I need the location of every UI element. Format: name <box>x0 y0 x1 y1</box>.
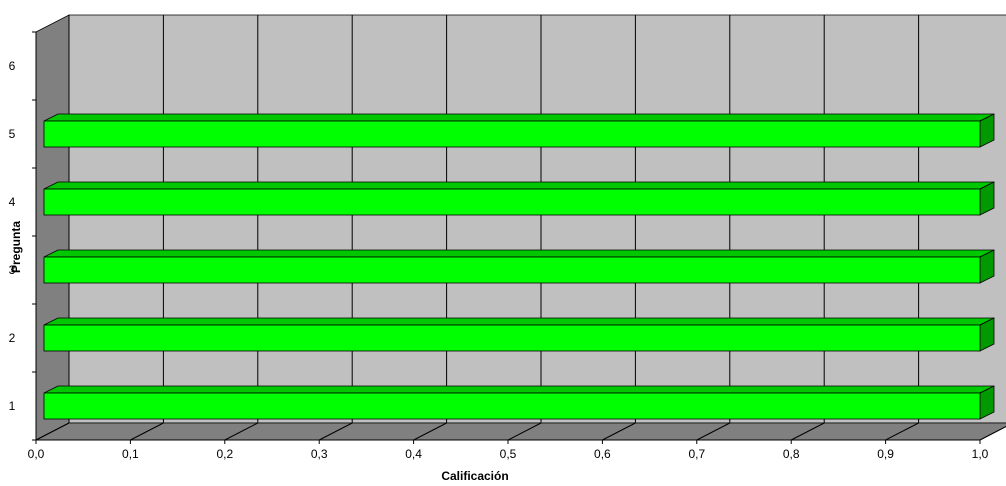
gridlines <box>35 15 1006 441</box>
y-tick-labels: 1 2 3 4 5 6 <box>9 59 16 413</box>
y-tick-label: 2 <box>9 331 16 345</box>
bar-4 <box>43 181 995 216</box>
x-tick-label: 0,7 <box>688 447 705 461</box>
floor-gridline-x <box>979 426 1006 441</box>
floor-gridline-x <box>35 422 70 441</box>
x-tick-label: 0,4 <box>405 447 422 461</box>
y-tick-label: 4 <box>9 195 16 209</box>
bar-top-face <box>43 113 995 122</box>
bar-top-face <box>43 181 995 190</box>
bar-5 <box>43 113 995 148</box>
bar-front-face <box>43 392 981 420</box>
x-tick-label: 0,2 <box>216 447 233 461</box>
bar-2 <box>43 317 995 352</box>
x-tick-label: 0,5 <box>500 447 517 461</box>
bar-front-face <box>43 324 981 352</box>
floor-gridline-x <box>507 422 542 441</box>
x-tick-label: 0,3 <box>311 447 328 461</box>
bar-3 <box>43 249 995 284</box>
floor-gridline-x <box>790 422 825 441</box>
y-tick-label: 1 <box>9 399 16 413</box>
x-tick-label: 0,0 <box>28 447 45 461</box>
x-tick-label: 1,0 <box>972 447 989 461</box>
floor-gridline-x <box>413 422 447 441</box>
bar-front-face <box>43 188 981 216</box>
bar-front-face <box>43 256 981 284</box>
floor-gridline-x <box>318 422 353 441</box>
floor-gridline-x <box>224 422 259 441</box>
bar-top-face <box>43 385 995 394</box>
x-tick-label: 0,9 <box>877 447 894 461</box>
y-axis-title: Pregunta <box>9 221 23 273</box>
x-tick-labels: 0,0 0,1 0,2 0,3 0,4 0,5 0,6 0,7 0,8 0,9 1,0 <box>28 447 989 461</box>
chart-side-wall <box>35 14 70 441</box>
floor-gridline-x <box>602 422 636 441</box>
bar-series <box>43 113 995 420</box>
bar-top-face <box>43 317 995 326</box>
floor-gridline-x <box>130 422 164 441</box>
x-tick-label: 0,1 <box>122 447 139 461</box>
bar-top-face <box>43 249 995 258</box>
bar-1 <box>43 385 995 420</box>
y-tick-label: 5 <box>9 127 16 141</box>
x-tick-label: 0,6 <box>594 447 611 461</box>
y-tick-label: 6 <box>9 59 16 73</box>
chart-back-wall <box>68 14 1006 424</box>
x-tick-label: 0,8 <box>783 447 800 461</box>
axes <box>32 31 981 444</box>
floor-gridline-x <box>696 422 731 441</box>
bar-front-face <box>43 120 981 148</box>
floor-gridline-x <box>885 422 919 441</box>
x-axis-title: Calificación <box>441 469 508 483</box>
chart-floor <box>35 422 1006 441</box>
y-tick-label: 3 <box>9 263 16 277</box>
